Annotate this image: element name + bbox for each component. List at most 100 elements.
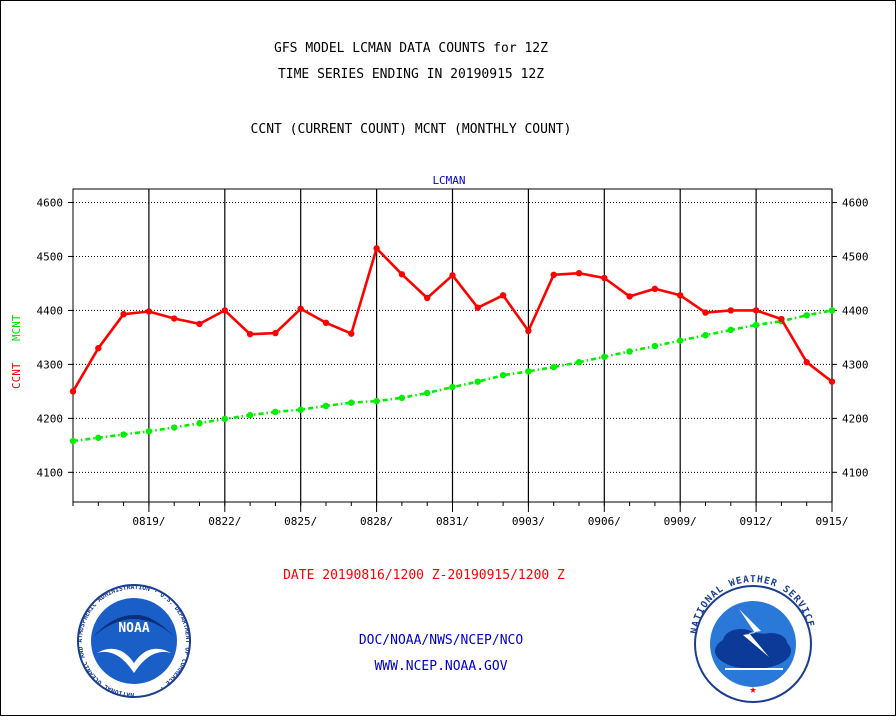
x-tick-label: 0906/ [588, 515, 621, 528]
mcnt-point [69, 437, 77, 445]
x-tick-label: 0909/ [664, 515, 697, 528]
ccnt-point [196, 320, 203, 328]
ccnt-point [398, 271, 406, 278]
mcnt-point [297, 406, 304, 413]
ccnt-point [246, 330, 254, 338]
y-tick-label-right: 4500 [842, 250, 869, 263]
ccnt-point [95, 344, 102, 352]
ccnt-point [449, 272, 456, 279]
mcnt-point [525, 368, 532, 375]
ccnt-point [677, 292, 684, 299]
ccnt-point [803, 359, 810, 366]
ccnt-point [727, 307, 734, 314]
mcnt-point [171, 424, 178, 431]
ccnt-point [651, 285, 659, 293]
ccnt-point [145, 308, 153, 315]
noaa-logo-text: NOAA [118, 621, 149, 636]
y-tick-label: 4300 [37, 358, 64, 371]
x-axis: 0819/0822/0825/0828/0831/0903/0906/0909/… [72, 502, 849, 528]
ccnt-point [171, 315, 178, 322]
y-tick-label-right: 4200 [842, 412, 869, 425]
mcnt-point [272, 408, 279, 416]
chart-title-line2: TIME SERIES ENDING IN 20190915 12Z [278, 67, 544, 82]
mcnt-point [575, 359, 583, 366]
y-tick-label: 4500 [37, 250, 64, 263]
mcnt-point [373, 397, 380, 405]
nws-logo: NATIONAL WEATHER SERVICE ★ [689, 574, 815, 703]
ccnt-point [525, 327, 532, 335]
mcnt-point [474, 378, 481, 385]
x-tick-label: 0915/ [815, 515, 848, 528]
y-axis-left: 4100 4200 4300 4400 4500 4600 [37, 196, 73, 479]
mcnt-point [626, 348, 633, 355]
mcnt-point [398, 394, 406, 402]
mcnt-point [651, 342, 659, 350]
plot-title: LCMAN [432, 174, 465, 187]
ccnt-point [626, 293, 633, 300]
ccnt-point [499, 292, 507, 299]
series-layer [69, 245, 836, 445]
y-tick-label: 4200 [37, 412, 64, 425]
mcnt-point [246, 411, 254, 419]
y-label-ccnt: CCNT [10, 362, 23, 389]
mcnt-point [196, 420, 203, 427]
ccnt-point [348, 330, 355, 337]
ccnt-point [373, 245, 380, 252]
x-tick-label: 0828/ [360, 515, 393, 528]
ccnt-point [272, 329, 279, 337]
y-tick-label: 4400 [37, 304, 64, 317]
date-range-label: DATE 20190816/1200 Z-20190915/1200 Z [283, 568, 565, 583]
ccnt-point [828, 378, 836, 385]
y-label-mcnt: MCNT [10, 314, 23, 341]
ccnt-point [120, 311, 127, 318]
mcnt-point [601, 353, 608, 361]
mcnt-point [95, 434, 102, 441]
org-label: DOC/NOAA/NWS/NCEP/NCO [359, 633, 524, 648]
mcnt-point [828, 307, 836, 314]
ccnt-point [69, 388, 77, 395]
y-tick-label: 4100 [37, 466, 64, 479]
ccnt-point [424, 294, 431, 302]
y-tick-label-right: 4400 [842, 304, 869, 317]
nws-star-icon: ★ [749, 682, 756, 696]
x-tick-label: 0831/ [436, 515, 469, 528]
x-tick-label: 0819/ [132, 515, 165, 528]
y-tick-label: 4600 [37, 196, 64, 209]
mcnt-point [677, 337, 684, 344]
x-tick-label: 0825/ [284, 515, 317, 528]
y-tick-label-right: 4600 [842, 196, 869, 209]
x-tick-label: 0822/ [208, 515, 241, 528]
ccnt-point [778, 315, 785, 323]
mcnt-point [449, 383, 456, 391]
mcnt-point [322, 402, 330, 410]
mcnt-point [550, 363, 557, 371]
ccnt-point [474, 304, 481, 311]
plot-grid [73, 189, 833, 502]
y-axis-right: 4100 4200 4300 4400 4500 4600 [832, 196, 869, 479]
mcnt-point [424, 389, 431, 397]
url-link[interactable]: WWW.NCEP.NOAA.GOV [374, 659, 507, 674]
mcnt-point [702, 332, 709, 339]
mcnt-point [221, 415, 228, 423]
mcnt-point [803, 312, 810, 319]
chart-subtitle: CCNT (CURRENT COUNT) MCNT (MONTHLY COUNT… [251, 122, 572, 137]
mcnt-point [120, 431, 127, 438]
y-tick-label-right: 4100 [842, 466, 869, 479]
noaa-logo: NOAA NATIONAL OCEANIC AND ATMOSPHERIC AD… [77, 584, 191, 698]
ccnt-point [601, 274, 608, 282]
y-tick-label-right: 4300 [842, 358, 869, 371]
mcnt-point [348, 399, 355, 406]
mcnt-point [145, 428, 153, 435]
chart-title-line1: GFS MODEL LCMAN DATA COUNTS for 12Z [274, 41, 548, 56]
ccnt-point [702, 309, 709, 316]
x-tick-label: 0903/ [512, 515, 545, 528]
x-tick-label: 0912/ [740, 515, 773, 528]
ccnt-point [550, 271, 557, 279]
ccnt-point [575, 269, 583, 277]
mcnt-point [727, 326, 734, 334]
ccnt-point [221, 307, 228, 314]
ccnt-point [752, 307, 760, 314]
ccnt-point [322, 319, 330, 327]
